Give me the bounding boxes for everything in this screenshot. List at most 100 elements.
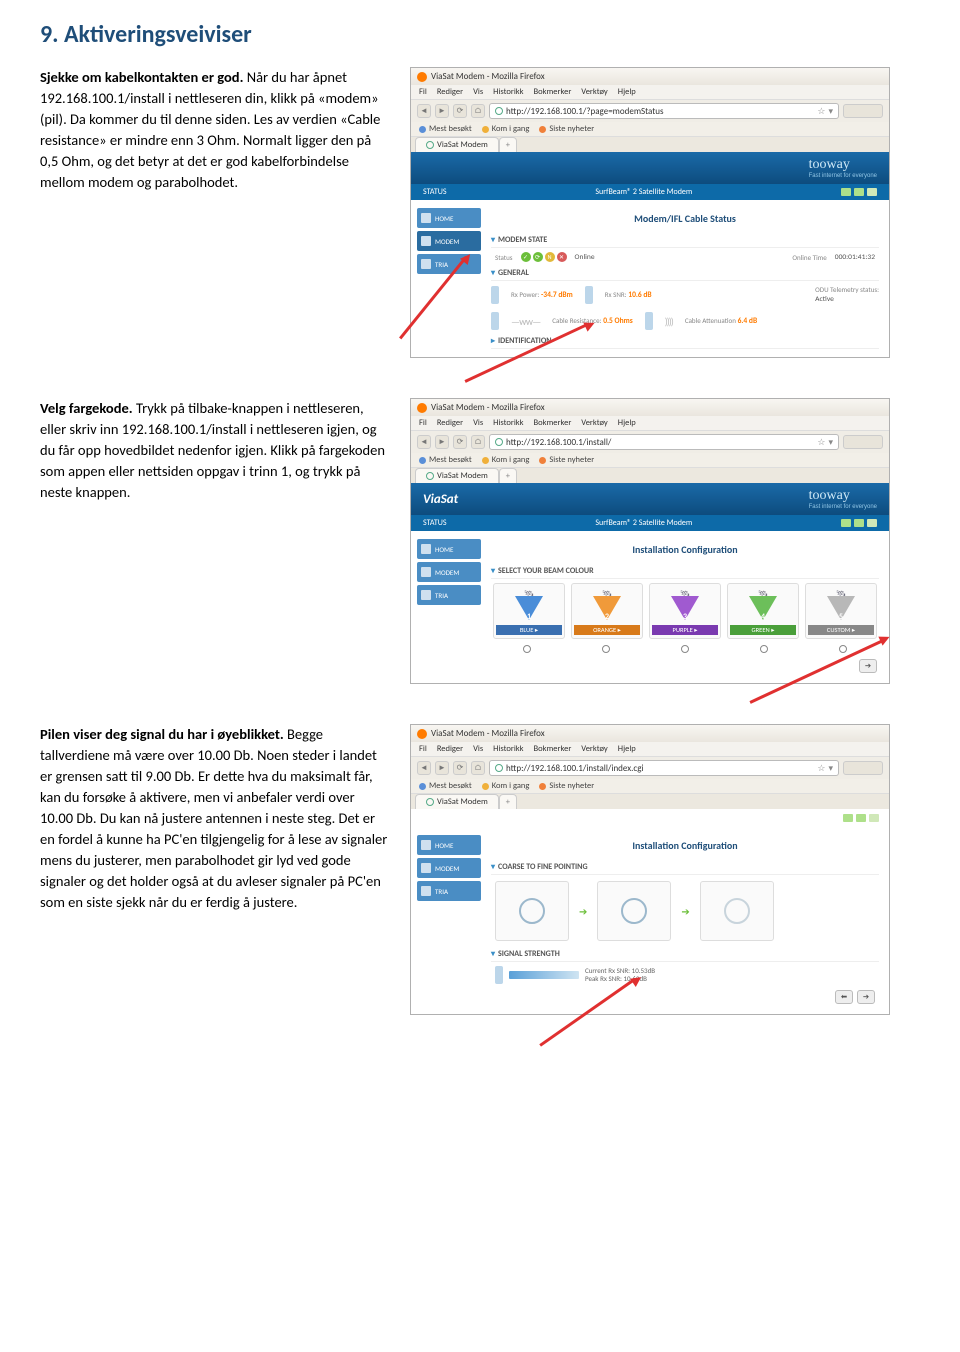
fwd-button[interactable]: ► (435, 104, 449, 118)
back-button[interactable]: ◄ (417, 761, 431, 775)
sec-signal: ▾SIGNAL STRENGTH (491, 947, 879, 962)
dropdown-icon[interactable]: ▾ (828, 437, 833, 448)
menu-item[interactable]: Bokmerker (534, 744, 572, 754)
radio[interactable] (839, 645, 847, 653)
radio[interactable] (523, 645, 531, 653)
bookmark-star-icon[interactable]: ☆ (817, 763, 825, 774)
fwd-button[interactable]: ► (435, 435, 449, 449)
next-button[interactable]: ➔ (859, 659, 877, 673)
side-tria[interactable]: TRIA (417, 254, 481, 274)
fwd-button[interactable]: ► (435, 761, 449, 775)
beam-blue[interactable]: 🛰 1 BLUE ▸ (493, 583, 565, 639)
menu-item[interactable]: Historikk (493, 418, 523, 428)
beam-row: 🛰 1 BLUE ▸🛰 2 ORANGE ▸🛰 3 PURPLE ▸🛰 4 GR… (491, 579, 879, 643)
menu-item[interactable]: Verktøy (581, 418, 607, 428)
back-button[interactable]: ◄ (417, 104, 431, 118)
side-home[interactable]: HOME (417, 208, 481, 228)
browser-menu[interactable]: Fil Rediger Vis Historikk Bokmerker Verktøy Hj… (411, 742, 889, 757)
menu-item[interactable]: Hjelp (618, 744, 636, 754)
url-bar[interactable]: http://192.168.100.1/?page=modemStatus ☆… (489, 103, 839, 119)
side-modem[interactable]: MODEM (417, 858, 481, 878)
menu-verktoy[interactable]: Verktøy (581, 87, 607, 97)
side-tria[interactable]: TRIA (417, 881, 481, 901)
menu-hjelp[interactable]: Hjelp (618, 87, 636, 97)
url-bar[interactable]: http://192.168.100.1/install/☆▾ (489, 434, 839, 450)
radio[interactable] (602, 645, 610, 653)
bm-item[interactable]: Mest besøkt (419, 781, 472, 791)
firefox-icon (417, 403, 427, 413)
home-button[interactable]: ⌂ (471, 761, 485, 775)
bm-mest-besokt[interactable]: Mest besøkt (419, 124, 472, 134)
dropdown-icon[interactable]: ▾ (828, 763, 833, 774)
bm-item[interactable]: Kom i gang (482, 455, 530, 465)
side-tria[interactable]: TRIA (417, 585, 481, 605)
browser-window-2: ViaSat Modem - Mozilla Firefox FilRedige… (410, 398, 890, 684)
menu-fil[interactable]: Fil (419, 87, 427, 97)
bm-siste-nyheter[interactable]: Siste nyheter (539, 124, 594, 134)
search-box[interactable] (843, 104, 883, 118)
side-home[interactable]: HOME (417, 539, 481, 559)
menu-vis[interactable]: Vis (473, 87, 483, 97)
bm-item[interactable]: Siste nyheter (539, 455, 594, 465)
search-box[interactable] (843, 435, 883, 449)
menu-item[interactable]: Fil (419, 744, 427, 754)
new-tab-button[interactable]: + (499, 794, 517, 809)
new-tab-button[interactable]: + (499, 468, 517, 483)
globe-icon (495, 764, 503, 772)
menu-item[interactable]: Historikk (493, 744, 523, 754)
beam-purple[interactable]: 🛰 3 PURPLE ▸ (649, 583, 721, 639)
bookmark-star-icon[interactable]: ☆ (817, 106, 825, 117)
back-button[interactable]: ◄ (417, 435, 431, 449)
side-modem[interactable]: MODEM (417, 562, 481, 582)
bm-item[interactable]: Kom i gang (482, 781, 530, 791)
search-box[interactable] (843, 761, 883, 775)
menu-item[interactable]: Fil (419, 418, 427, 428)
browser-menu[interactable]: Fil Rediger Vis Historikk Bokmerker Verktøy Hj… (411, 416, 889, 431)
signal-values: Current Rx SNR: 10.53dB Peak Rx SNR: 10.… (585, 967, 655, 984)
menu-item[interactable]: Bokmerker (534, 418, 572, 428)
side-modem[interactable]: MODEM (417, 231, 481, 251)
reload-button[interactable]: ⟳ (453, 435, 467, 449)
menu-item[interactable]: Vis (473, 418, 483, 428)
menu-item[interactable]: Rediger (437, 418, 463, 428)
menu-historikk[interactable]: Historikk (493, 87, 523, 97)
bottom-nav: ⬅ ➔ (491, 988, 879, 1006)
url-bar[interactable]: http://192.168.100.1/install/index.cgi☆▾ (489, 760, 839, 776)
beam-custom[interactable]: 🛰 5 CUSTOM ▸ (805, 583, 877, 639)
menu-item[interactable]: Verktøy (581, 744, 607, 754)
beam-green[interactable]: 🛰 4 GREEN ▸ (727, 583, 799, 639)
menu-rediger[interactable]: Rediger (437, 87, 463, 97)
menu-item[interactable]: Rediger (437, 744, 463, 754)
sec-general: ▾GENERAL (491, 266, 879, 281)
tab-viasat[interactable]: ViaSat Modem (415, 137, 499, 152)
radio[interactable] (681, 645, 689, 653)
new-tab-button[interactable]: + (499, 137, 517, 152)
bookmark-star-icon[interactable]: ☆ (817, 437, 825, 448)
chevron-icon: ▾ (491, 949, 495, 959)
home-button[interactable]: ⌂ (471, 104, 485, 118)
reload-button[interactable]: ⟳ (453, 104, 467, 118)
tab[interactable]: ViaSat Modem (415, 468, 499, 483)
viasat-breadcrumb (423, 163, 425, 173)
next-button[interactable]: ➔ (857, 990, 875, 1004)
antenna-icon (495, 966, 503, 984)
bm-kom-i-gang[interactable]: Kom i gang (482, 124, 530, 134)
reload-button[interactable]: ⟳ (453, 761, 467, 775)
tab[interactable]: ViaSat Modem (415, 794, 499, 809)
menu-item[interactable]: Vis (473, 744, 483, 754)
resistor-icon: —ᴡᴡ— (511, 315, 540, 328)
bm-item[interactable]: Siste nyheter (539, 781, 594, 791)
beam-label: GREEN ▸ (730, 625, 796, 635)
prev-button[interactable]: ⬅ (835, 990, 853, 1004)
beam-orange[interactable]: 🛰 2 ORANGE ▸ (571, 583, 643, 639)
menu-bokmerker[interactable]: Bokmerker (534, 87, 572, 97)
side-home[interactable]: HOME (417, 835, 481, 855)
dropdown-icon[interactable]: ▾ (828, 106, 833, 117)
bm-item[interactable]: Mest besøkt (419, 455, 472, 465)
beam-radios[interactable] (491, 643, 879, 655)
home-button[interactable]: ⌂ (471, 435, 485, 449)
browser-menu[interactable]: Fil Rediger Vis Historikk Bokmerker Verk… (411, 85, 889, 100)
radio[interactable] (760, 645, 768, 653)
dish-icon (724, 898, 750, 924)
menu-item[interactable]: Hjelp (618, 418, 636, 428)
